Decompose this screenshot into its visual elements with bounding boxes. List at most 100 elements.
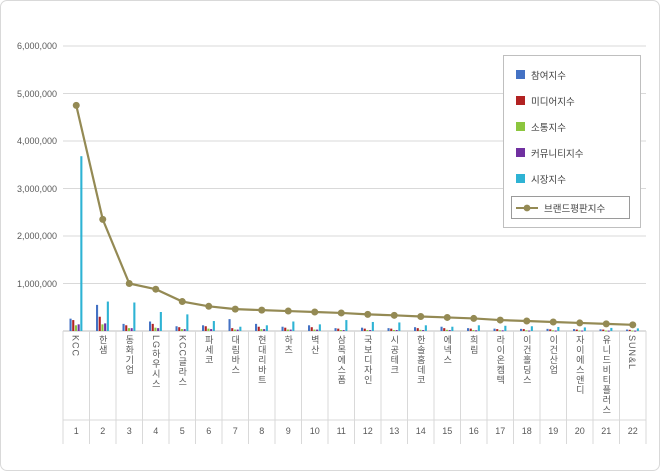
x-category-label: 삼목에스폼 — [336, 335, 347, 385]
x-rank-label: 13 — [389, 426, 400, 436]
bar-참여지수 — [599, 329, 602, 331]
marker-브랜드평판지수 — [496, 316, 504, 324]
y-tick-label: 5,000,000 — [16, 88, 57, 99]
bar-미디어지수 — [151, 323, 154, 331]
bar-커뮤니티지수 — [501, 330, 504, 332]
bar-소통지수 — [74, 325, 77, 331]
x-rank-label: 7 — [232, 426, 238, 436]
bar-커뮤니티지수 — [210, 329, 213, 331]
x-rank-label: 17 — [495, 426, 506, 436]
x-rank-label: 12 — [362, 426, 373, 436]
bar-커뮤니티지수 — [581, 330, 584, 332]
marker-브랜드평판지수 — [470, 314, 478, 322]
x-category-label: 에넥스 — [442, 335, 453, 365]
bar-시장지수 — [292, 321, 295, 331]
bar-참여지수 — [493, 328, 496, 331]
legend-swatch-icon — [516, 174, 525, 183]
bar-시장지수 — [557, 326, 560, 331]
bar-커뮤니티지수 — [236, 329, 239, 331]
bar-미디어지수 — [72, 320, 75, 331]
bar-소통지수 — [180, 329, 183, 331]
x-category-label: SUN&L — [626, 335, 637, 371]
bar-시장지수 — [318, 324, 321, 331]
bar-참여지수 — [387, 328, 390, 331]
x-rank-label: 1 — [73, 426, 79, 436]
bar-소통지수 — [339, 330, 342, 332]
bar-소통지수 — [207, 328, 210, 331]
bar-참여지수 — [334, 328, 337, 331]
x-rank-label: 4 — [153, 426, 159, 436]
bar-시장지수 — [451, 326, 454, 331]
bar-시장지수 — [530, 326, 533, 331]
bar-미디어지수 — [416, 328, 419, 331]
bar-미디어지수 — [125, 325, 128, 331]
bar-참여지수 — [440, 326, 443, 331]
x-category-label: 동화기업 — [124, 335, 135, 375]
bar-소통지수 — [551, 330, 554, 332]
marker-브랜드평판지수 — [152, 285, 160, 293]
bar-커뮤니티지수 — [289, 329, 292, 331]
bar-시장지수 — [106, 301, 109, 331]
x-category-label: 유니드비티플러스 — [601, 335, 612, 415]
bar-미디어지수 — [178, 327, 181, 331]
bar-커뮤니티지수 — [607, 330, 610, 332]
bar-소통지수 — [392, 330, 395, 332]
bar-시장지수 — [398, 322, 401, 331]
bar-참여지수 — [281, 326, 284, 331]
bar-미디어지수 — [363, 328, 366, 331]
bar-커뮤니티지수 — [77, 324, 80, 331]
y-tick-label: 3,000,000 — [16, 183, 57, 194]
x-rank-label: 10 — [309, 426, 320, 436]
bar-커뮤니티지수 — [157, 328, 160, 331]
bar-시장지수 — [212, 321, 215, 331]
legend-line-marker-icon — [516, 203, 538, 213]
marker-브랜드평판지수 — [178, 298, 186, 306]
x-rank-label: 5 — [179, 426, 185, 436]
bar-커뮤니티지수 — [316, 329, 319, 331]
x-category-label: 국보디자인 — [362, 335, 373, 385]
x-rank-label: 19 — [548, 426, 559, 436]
marker-브랜드평판지수 — [390, 311, 398, 319]
bar-소통지수 — [313, 329, 316, 331]
bar-커뮤니티지수 — [528, 330, 531, 332]
bar-참여지수 — [520, 328, 523, 331]
marker-브랜드평판지수 — [258, 306, 266, 314]
bar-참여지수 — [546, 328, 549, 331]
marker-브랜드평판지수 — [311, 308, 319, 316]
marker-브랜드평판지수 — [231, 305, 239, 313]
bar-커뮤니티지수 — [554, 330, 557, 332]
x-rank-label: 20 — [574, 426, 585, 436]
bar-시장지수 — [345, 320, 348, 331]
bar-소통지수 — [154, 327, 157, 331]
legend-swatch-icon — [516, 96, 525, 105]
x-category-label: 대림바스 — [230, 335, 241, 375]
marker-브랜드평판지수 — [602, 320, 610, 328]
x-category-label: 벽산 — [309, 335, 320, 355]
bar-커뮤니티지수 — [130, 328, 133, 331]
bar-소통지수 — [604, 330, 607, 332]
legend-item-소통지수: 소통지수 — [516, 118, 630, 135]
bar-참여지수 — [175, 326, 178, 331]
bar-참여지수 — [467, 328, 470, 331]
legend-swatch-icon — [516, 148, 525, 157]
x-rank-label: 9 — [285, 426, 291, 436]
bar-참여지수 — [96, 304, 99, 331]
x-rank-label: 15 — [442, 426, 453, 436]
bar-미디어지수 — [257, 326, 260, 331]
bar-시장지수 — [610, 327, 613, 331]
x-rank-label: 22 — [627, 426, 638, 436]
bar-커뮤니티지수 — [369, 330, 372, 332]
bar-미디어지수 — [231, 328, 234, 331]
x-category-label: 한솔홈데코 — [415, 335, 426, 385]
x-category-label: KCC — [70, 335, 81, 358]
bar-소통지수 — [286, 329, 289, 331]
bar-소통지수 — [260, 329, 263, 331]
bar-시장지수 — [80, 156, 83, 331]
marker-브랜드평판지수 — [284, 307, 292, 315]
bar-소통지수 — [498, 330, 501, 332]
x-rank-label: 21 — [601, 426, 612, 436]
bar-미디어지수 — [522, 329, 525, 331]
marker-브랜드평판지수 — [364, 310, 372, 318]
y-tick-label: 4,000,000 — [16, 136, 57, 146]
